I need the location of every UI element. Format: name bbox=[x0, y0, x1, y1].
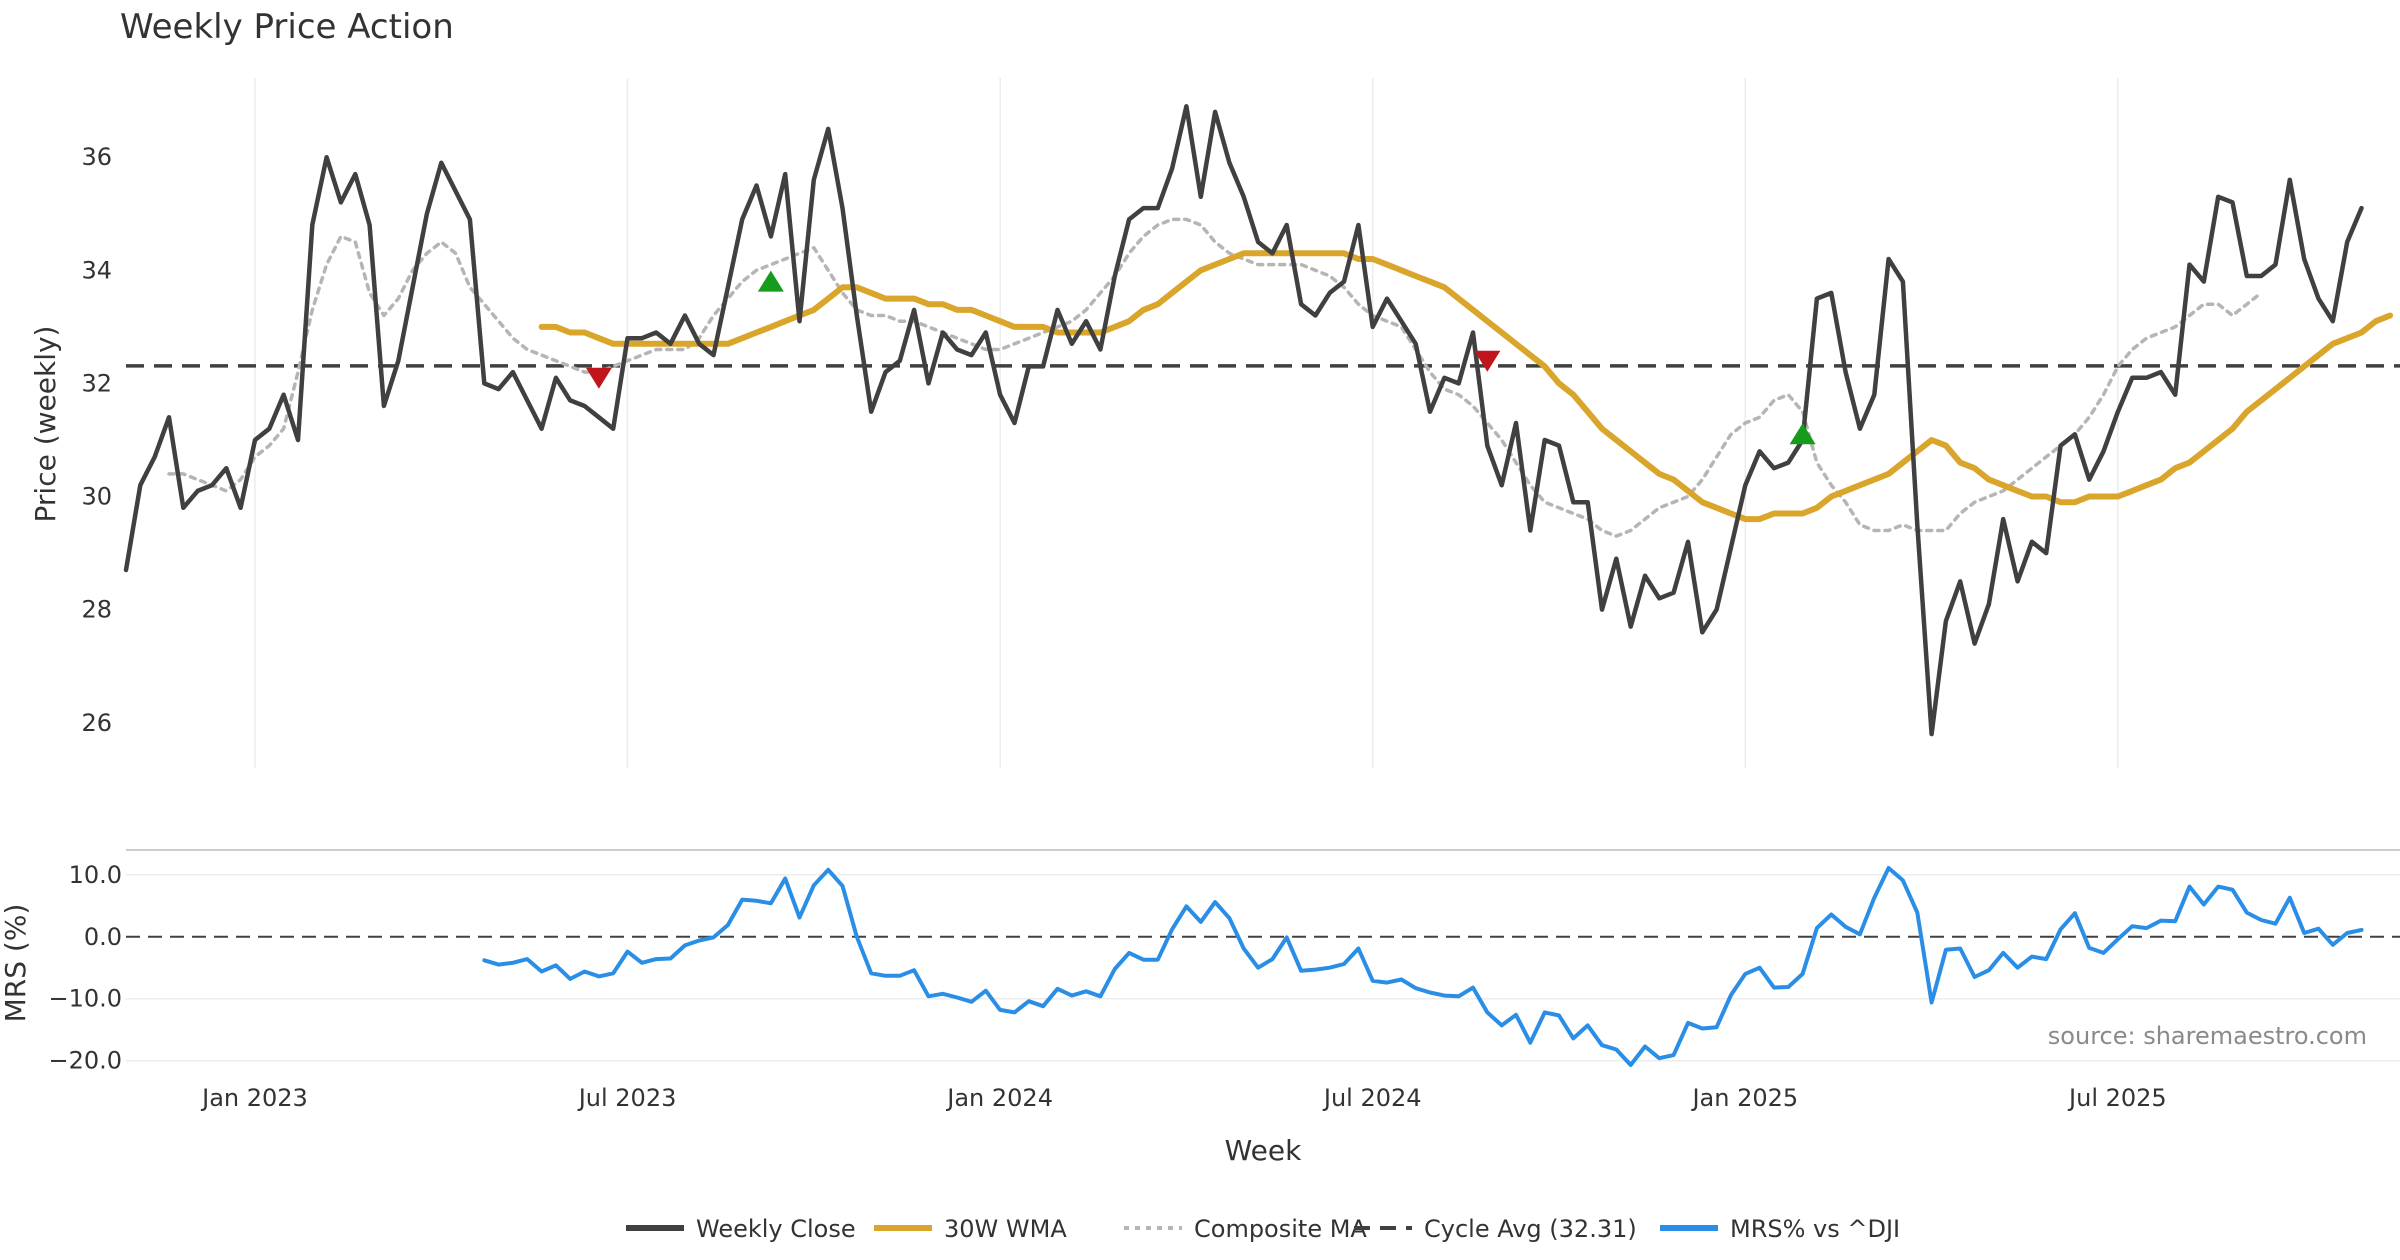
chart-title: Weekly Price Action bbox=[120, 7, 454, 47]
legend-label-30w-wma: 30W WMA bbox=[944, 1215, 1067, 1243]
legend-label-mrs-vs-dji: MRS% vs ^DJI bbox=[1730, 1215, 1900, 1243]
series-weekly-close-line bbox=[123, 104, 2364, 737]
x-tick-jan-2025: Jan 2025 bbox=[1690, 1084, 1798, 1112]
mrs-axis-title: MRS (%) bbox=[0, 904, 32, 1023]
price-y-tick-36: 36 bbox=[81, 143, 112, 171]
mrs-y-tick-3: 10.0 bbox=[69, 861, 122, 889]
legend-label-composite-ma: Composite MA bbox=[1194, 1215, 1367, 1243]
x-tick-jan-2023: Jan 2023 bbox=[200, 1084, 308, 1112]
price-y-tick-30: 30 bbox=[81, 483, 112, 511]
x-axis-title: Week bbox=[1225, 1134, 1302, 1167]
legend-label-cycle-avg-32-31: Cycle Avg (32.31) bbox=[1424, 1215, 1637, 1243]
x-tick-jul-2024: Jul 2024 bbox=[1322, 1084, 1422, 1112]
price-y-tick-28: 28 bbox=[81, 596, 112, 624]
series-composite-ma-line bbox=[167, 217, 2263, 538]
source-note: source: sharemaestro.com bbox=[2048, 1022, 2367, 1050]
buy-signal-marker-1 bbox=[757, 270, 784, 292]
mrs-y-tick-0: −20.0 bbox=[48, 1047, 122, 1075]
buy-signal-marker-3 bbox=[1789, 423, 1816, 445]
mrs-y-tick-1: −10.0 bbox=[48, 985, 122, 1013]
sell-signal-marker-2 bbox=[1474, 350, 1501, 372]
price-y-tick-26: 26 bbox=[81, 709, 112, 737]
sell-signal-marker-0 bbox=[585, 367, 612, 389]
price-y-tick-34: 34 bbox=[81, 256, 112, 284]
series-30w-wma-line bbox=[538, 250, 2394, 523]
mrs-y-tick-2: 0.0 bbox=[84, 923, 122, 951]
series-mrs-vs-dji-line bbox=[482, 866, 2364, 1067]
x-tick-jul-2023: Jul 2023 bbox=[577, 1084, 677, 1112]
x-tick-jan-2024: Jan 2024 bbox=[945, 1084, 1053, 1112]
price-axis-title: Price (weekly) bbox=[29, 326, 62, 523]
price-y-tick-32: 32 bbox=[81, 369, 112, 397]
x-tick-jul-2025: Jul 2025 bbox=[2067, 1084, 2167, 1112]
legend-label-weekly-close: Weekly Close bbox=[696, 1215, 856, 1243]
